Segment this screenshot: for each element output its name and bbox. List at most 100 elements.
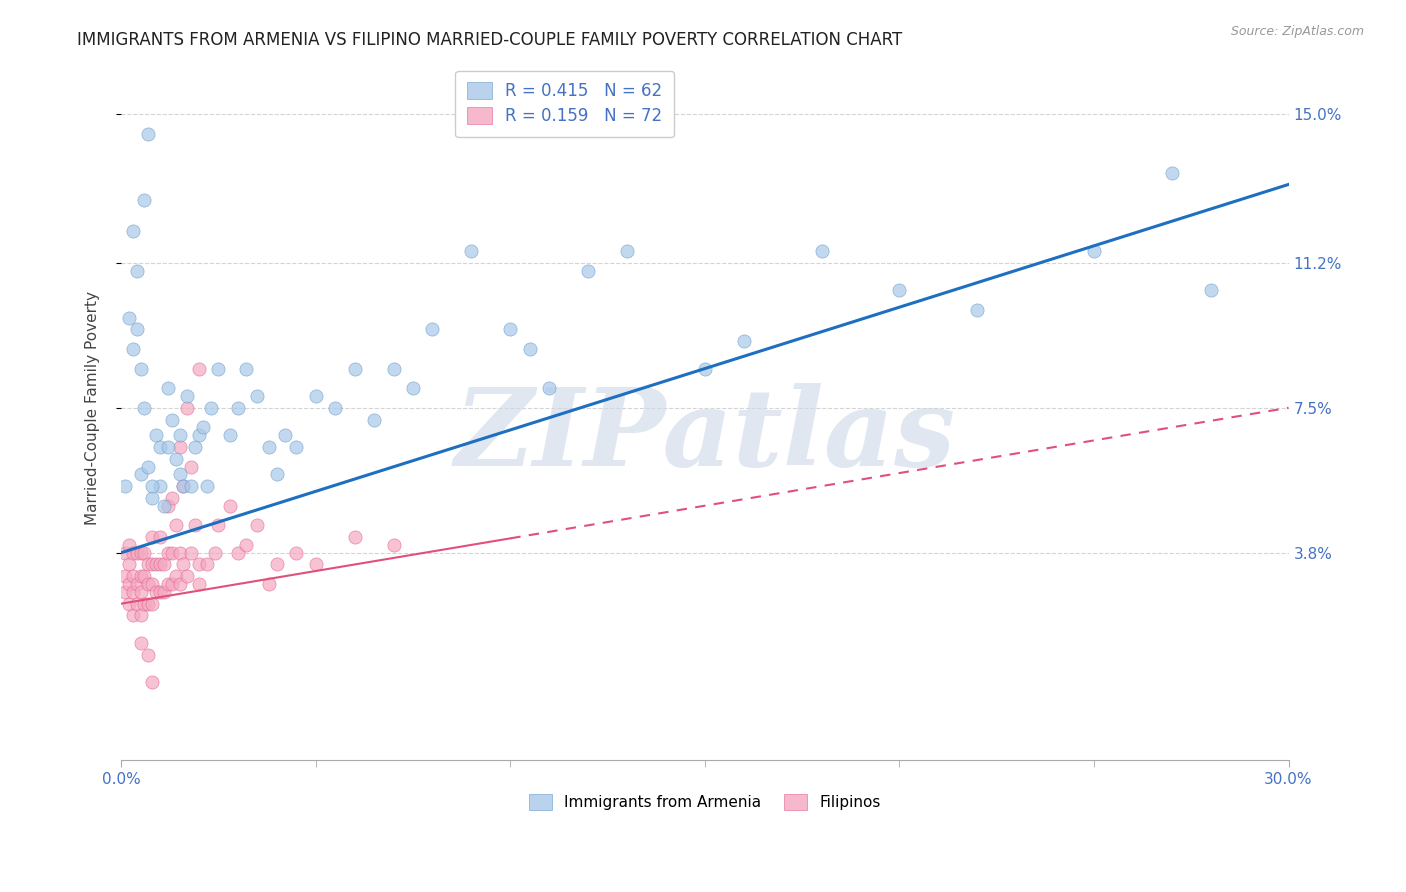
Point bbox=[176, 389, 198, 403]
Point bbox=[114, 585, 136, 599]
Point bbox=[382, 361, 405, 376]
Point bbox=[285, 546, 308, 560]
Point bbox=[188, 577, 211, 591]
Point bbox=[693, 361, 716, 376]
Point bbox=[172, 479, 194, 493]
Point bbox=[200, 401, 222, 415]
Point bbox=[121, 585, 143, 599]
Point bbox=[165, 518, 187, 533]
Point bbox=[156, 546, 179, 560]
Point bbox=[188, 558, 211, 572]
Point bbox=[160, 412, 183, 426]
Point bbox=[235, 538, 257, 552]
Point bbox=[141, 577, 163, 591]
Point bbox=[138, 597, 160, 611]
Point bbox=[145, 558, 167, 572]
Point bbox=[204, 546, 226, 560]
Point bbox=[145, 585, 167, 599]
Point bbox=[810, 244, 832, 258]
Point bbox=[460, 244, 482, 258]
Text: Source: ZipAtlas.com: Source: ZipAtlas.com bbox=[1230, 25, 1364, 38]
Point bbox=[145, 428, 167, 442]
Point bbox=[169, 577, 191, 591]
Y-axis label: Married-Couple Family Poverty: Married-Couple Family Poverty bbox=[86, 291, 100, 524]
Point bbox=[160, 491, 183, 505]
Point bbox=[149, 479, 172, 493]
Point bbox=[266, 467, 288, 482]
Point bbox=[219, 499, 242, 513]
Point bbox=[129, 608, 152, 623]
Point bbox=[305, 389, 328, 403]
Point bbox=[125, 322, 148, 336]
Point bbox=[180, 546, 202, 560]
Point bbox=[499, 322, 522, 336]
Point bbox=[149, 585, 172, 599]
Point bbox=[138, 577, 160, 591]
Point bbox=[134, 401, 156, 415]
Point bbox=[118, 577, 141, 591]
Point bbox=[141, 530, 163, 544]
Point bbox=[226, 546, 249, 560]
Point bbox=[246, 389, 269, 403]
Point bbox=[195, 558, 218, 572]
Text: IMMIGRANTS FROM ARMENIA VS FILIPINO MARRIED-COUPLE FAMILY POVERTY CORRELATION CH: IMMIGRANTS FROM ARMENIA VS FILIPINO MARR… bbox=[77, 31, 903, 49]
Point bbox=[1199, 283, 1222, 297]
Point bbox=[1160, 166, 1182, 180]
Point bbox=[118, 310, 141, 325]
Point bbox=[184, 518, 207, 533]
Point bbox=[180, 459, 202, 474]
Point bbox=[226, 401, 249, 415]
Point bbox=[363, 412, 385, 426]
Point bbox=[134, 597, 156, 611]
Point bbox=[134, 193, 156, 207]
Point bbox=[165, 569, 187, 583]
Point bbox=[176, 401, 198, 415]
Point bbox=[121, 224, 143, 238]
Point bbox=[121, 569, 143, 583]
Point bbox=[257, 440, 280, 454]
Point bbox=[118, 558, 141, 572]
Point bbox=[188, 361, 211, 376]
Point bbox=[121, 608, 143, 623]
Point bbox=[165, 451, 187, 466]
Point bbox=[114, 569, 136, 583]
Point bbox=[129, 546, 152, 560]
Point bbox=[519, 342, 541, 356]
Point bbox=[382, 538, 405, 552]
Point bbox=[125, 546, 148, 560]
Point bbox=[422, 322, 444, 336]
Point bbox=[188, 428, 211, 442]
Point bbox=[616, 244, 638, 258]
Point bbox=[138, 459, 160, 474]
Point bbox=[149, 440, 172, 454]
Point bbox=[114, 479, 136, 493]
Point bbox=[125, 263, 148, 277]
Point bbox=[184, 440, 207, 454]
Point bbox=[129, 585, 152, 599]
Point bbox=[153, 499, 176, 513]
Point bbox=[191, 420, 214, 434]
Point bbox=[402, 381, 425, 395]
Point bbox=[138, 558, 160, 572]
Point bbox=[195, 479, 218, 493]
Point bbox=[141, 597, 163, 611]
Point bbox=[219, 428, 242, 442]
Point bbox=[538, 381, 561, 395]
Point bbox=[141, 675, 163, 690]
Point bbox=[576, 263, 599, 277]
Point bbox=[156, 440, 179, 454]
Point bbox=[273, 428, 295, 442]
Point bbox=[121, 342, 143, 356]
Point bbox=[305, 558, 328, 572]
Point bbox=[1083, 244, 1105, 258]
Point bbox=[323, 401, 346, 415]
Point bbox=[141, 491, 163, 505]
Point bbox=[149, 530, 172, 544]
Point bbox=[257, 577, 280, 591]
Point bbox=[169, 428, 191, 442]
Point bbox=[180, 479, 202, 493]
Point bbox=[114, 546, 136, 560]
Point bbox=[138, 127, 160, 141]
Point bbox=[246, 518, 269, 533]
Point bbox=[129, 636, 152, 650]
